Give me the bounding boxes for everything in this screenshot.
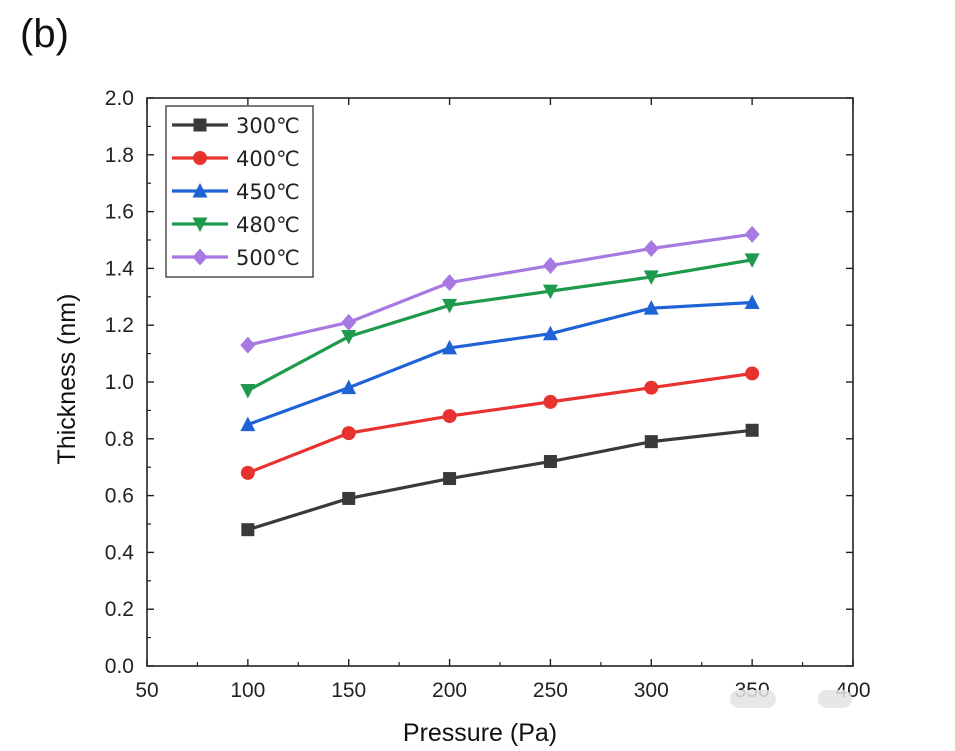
legend-label: 450℃ xyxy=(236,180,300,204)
x-tick-label: 50 xyxy=(135,679,158,702)
y-tick-label: 1.2 xyxy=(105,314,134,337)
y-tick-label: 1.6 xyxy=(105,201,134,224)
data-point xyxy=(543,455,557,469)
data-point xyxy=(341,330,357,345)
data-point xyxy=(341,426,356,441)
y-tick-label: 0.0 xyxy=(105,655,134,678)
data-point xyxy=(442,274,458,292)
data-point xyxy=(341,379,357,395)
y-tick-label: 1.4 xyxy=(105,257,135,280)
y-tick-label: 0.6 xyxy=(105,485,134,508)
legend-marker xyxy=(192,217,208,232)
series-line xyxy=(247,258,753,392)
data-point xyxy=(644,435,658,449)
legend-label: 480℃ xyxy=(236,213,300,237)
series-line xyxy=(247,300,753,427)
x-tick-label: 200 xyxy=(432,679,467,702)
series-line xyxy=(247,371,753,475)
series-4 xyxy=(240,225,760,354)
series-3 xyxy=(240,253,760,399)
data-point xyxy=(442,409,457,424)
x-tick-label: 100 xyxy=(230,679,265,702)
data-point xyxy=(240,465,255,480)
y-tick-label: 2.0 xyxy=(105,87,134,110)
data-point xyxy=(241,523,255,537)
series-layer xyxy=(240,225,760,537)
data-point xyxy=(745,366,760,381)
scan-smudge xyxy=(730,690,776,708)
data-point xyxy=(644,380,659,395)
data-point xyxy=(543,394,558,409)
data-point xyxy=(342,491,356,505)
series-line xyxy=(247,232,753,347)
legend-marker xyxy=(192,248,208,266)
data-point xyxy=(744,225,760,243)
y-tick-label: 1.8 xyxy=(105,144,134,167)
data-point xyxy=(443,472,457,486)
data-point xyxy=(745,423,759,437)
data-point xyxy=(240,416,256,432)
x-tick-label: 150 xyxy=(331,679,366,702)
x-axis-title: Pressure (Pa) xyxy=(403,719,557,747)
data-point xyxy=(341,313,357,331)
series-0 xyxy=(241,423,759,537)
data-point xyxy=(542,325,558,341)
legend-marker xyxy=(192,183,208,198)
series-line xyxy=(247,428,753,532)
data-point xyxy=(744,253,760,268)
legend: 300℃ 400℃ 450℃ 480℃ 500℃ xyxy=(165,105,314,278)
data-point xyxy=(643,270,659,285)
scan-smudge xyxy=(818,690,852,708)
data-point xyxy=(442,298,458,314)
axes: 501001502002503003504000.00.20.40.60.81.… xyxy=(53,87,871,747)
legend-marker xyxy=(193,151,207,165)
x-tick-label: 300 xyxy=(634,679,669,702)
data-point xyxy=(442,339,458,355)
y-tick-label: 0.2 xyxy=(105,598,134,621)
data-point xyxy=(643,240,659,258)
series-2 xyxy=(240,294,760,432)
legend-marker xyxy=(193,118,207,132)
y-axis-title: Thickness (nm) xyxy=(53,294,81,465)
legend-label: 300℃ xyxy=(236,114,300,138)
data-point xyxy=(240,384,256,399)
data-point xyxy=(240,336,256,354)
y-tick-label: 0.8 xyxy=(105,428,134,451)
series-1 xyxy=(240,366,760,480)
legend-label: 400℃ xyxy=(236,147,300,171)
x-tick-label: 250 xyxy=(533,679,568,702)
data-point xyxy=(643,300,659,315)
legend-label: 500℃ xyxy=(236,246,300,270)
panel-label: (b) xyxy=(20,12,69,56)
data-point xyxy=(744,294,760,309)
y-tick-label: 1.0 xyxy=(105,371,134,394)
y-tick-label: 0.4 xyxy=(105,541,135,564)
data-point xyxy=(542,257,558,275)
data-point xyxy=(542,284,558,300)
